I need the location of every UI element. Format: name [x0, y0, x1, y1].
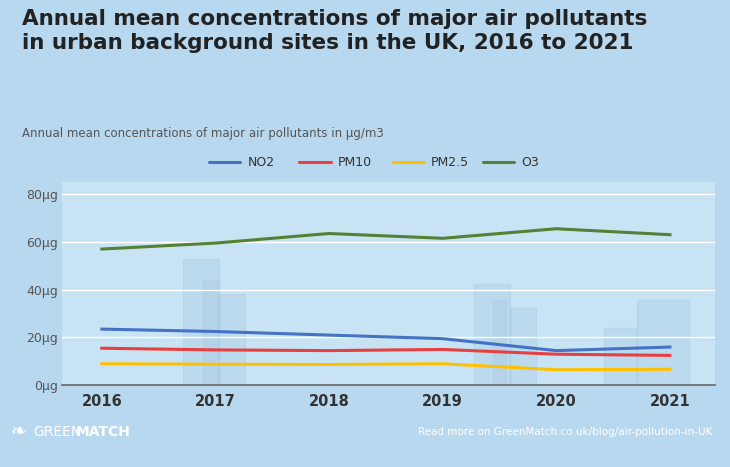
Text: Annual mean concentrations of major air pollutants in μg/m3: Annual mean concentrations of major air … — [22, 127, 384, 140]
Text: O3: O3 — [521, 156, 539, 169]
Text: MATCH: MATCH — [76, 425, 131, 439]
Bar — [493, 300, 507, 385]
Bar — [219, 294, 245, 385]
Text: GREEN: GREEN — [33, 425, 81, 439]
Bar — [183, 259, 219, 385]
Text: Annual mean concentrations of major air pollutants
in urban background sites in : Annual mean concentrations of major air … — [22, 9, 648, 53]
Bar — [637, 300, 689, 385]
Text: Read more on GreenMatch.co.uk/blog/air-pollution-in-UK: Read more on GreenMatch.co.uk/blog/air-p… — [418, 427, 712, 437]
Bar — [510, 308, 536, 385]
Text: PM10: PM10 — [337, 156, 372, 169]
Bar — [202, 280, 219, 385]
Text: ❧: ❧ — [10, 422, 26, 441]
Text: NO2: NO2 — [247, 156, 274, 169]
Bar — [474, 283, 510, 385]
Bar — [604, 328, 637, 385]
Text: PM2.5: PM2.5 — [431, 156, 469, 169]
